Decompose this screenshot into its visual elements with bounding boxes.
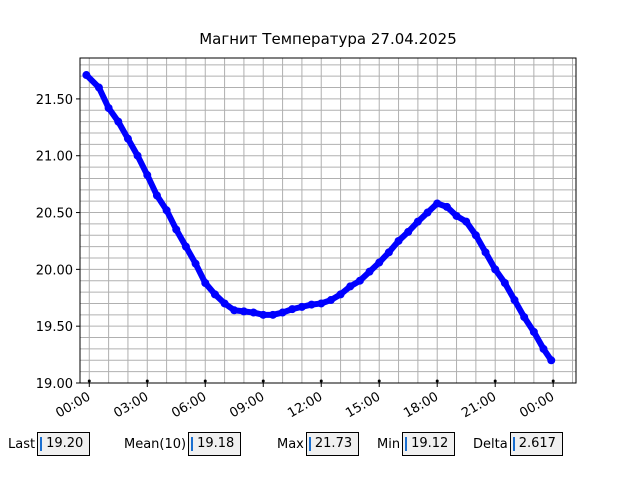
data-point: [423, 208, 432, 217]
stat-label: Last: [8, 436, 36, 452]
stat-label: Min: [377, 436, 401, 452]
data-point: [297, 302, 306, 311]
data-point: [539, 344, 548, 353]
x-tick-label: 09:00: [227, 389, 267, 421]
stat-field: Mean(10) 19.18: [124, 432, 242, 456]
data-point: [336, 290, 345, 299]
data-point: [220, 299, 229, 308]
data-point: [123, 134, 132, 143]
x-tick-dot: [377, 379, 381, 383]
x-tick-dot: [145, 379, 149, 383]
data-point: [510, 296, 519, 305]
x-tick-dot: [87, 379, 91, 383]
stat-value: 19.18: [188, 432, 242, 456]
data-point: [82, 71, 91, 80]
data-point: [384, 248, 393, 257]
x-tick-label: 21:00: [459, 389, 499, 421]
data-point: [230, 306, 239, 315]
stat-field: Max 21.73: [277, 432, 360, 456]
data-point: [529, 327, 538, 336]
data-point: [201, 279, 210, 287]
data-point: [547, 356, 556, 365]
data-point: [307, 300, 316, 309]
data-point: [249, 308, 258, 317]
data-point: [114, 117, 123, 126]
x-tick-label: 18:00: [401, 389, 441, 421]
stat-label: Mean(10): [124, 436, 187, 452]
data-point: [172, 225, 181, 234]
data-point: [481, 248, 490, 257]
data-point: [268, 310, 277, 319]
x-tick-dot: [435, 379, 439, 383]
data-point: [433, 199, 442, 208]
x-tick-dot: [261, 379, 265, 383]
stat-field: Delta 2.617: [473, 432, 563, 456]
data-line: [84, 72, 554, 362]
data-point: [365, 267, 374, 276]
y-tick-label: 19.00: [36, 377, 73, 392]
y-tick-label: 19.50: [36, 320, 73, 335]
plot-frame: [79, 57, 577, 384]
y-tick-label: 20.50: [36, 207, 73, 222]
data-point: [317, 299, 326, 308]
x-tick-label: 15:00: [343, 389, 383, 421]
stat-value: 19.20: [37, 432, 91, 456]
data-point: [442, 202, 451, 211]
data-point: [181, 242, 190, 251]
x-tick-dot: [551, 379, 555, 383]
data-point: [133, 151, 142, 160]
data-point: [452, 211, 461, 220]
y-tick-label: 21.50: [36, 93, 73, 108]
x-tick-dot: [203, 379, 207, 383]
stat-field: Min 19.12: [377, 432, 456, 456]
data-point: [162, 206, 171, 215]
data-point: [191, 259, 200, 268]
stat-value: 19.12: [402, 432, 456, 456]
data-point: [404, 227, 413, 236]
stat-label: Delta: [473, 436, 508, 452]
x-tick-label: 00:00: [517, 389, 557, 421]
data-point: [491, 265, 500, 274]
data-point: [278, 308, 287, 317]
data-point: [413, 217, 422, 226]
data-point: [239, 307, 248, 316]
data-point: [346, 282, 355, 291]
data-point: [152, 191, 161, 200]
data-point: [143, 171, 152, 180]
data-point: [326, 296, 335, 305]
data-point: [520, 313, 529, 322]
data-point: [355, 276, 364, 285]
stat-value: 2.617: [509, 432, 563, 456]
x-tick-dot: [319, 379, 323, 383]
data-point: [104, 104, 113, 112]
chart-title: Магнит Температура 27.04.2025: [199, 30, 457, 48]
y-tick-label: 21.00: [36, 150, 73, 165]
x-tick-label: 03:00: [111, 389, 151, 421]
data-point: [471, 231, 480, 240]
data-point: [210, 290, 219, 299]
stat-field: Last 19.20: [8, 432, 91, 456]
data-point: [394, 236, 403, 245]
data-point: [462, 217, 471, 226]
x-tick-label: 06:00: [169, 389, 209, 421]
data-point: [375, 258, 384, 267]
data-point: [94, 83, 103, 92]
chart: Магнит Температура 27.04.2025 19.00 19.50…: [36, 30, 577, 421]
x-tick-label: 12:00: [285, 389, 325, 421]
y-tick-label: 20.00: [36, 263, 73, 278]
stat-label: Max: [277, 436, 304, 452]
x-tick-label: 00:00: [53, 389, 93, 421]
stat-value: 21.73: [305, 432, 360, 456]
data-point: [288, 305, 297, 314]
data-point: [259, 310, 268, 319]
data-point: [500, 279, 509, 287]
x-tick-dot: [493, 379, 497, 383]
